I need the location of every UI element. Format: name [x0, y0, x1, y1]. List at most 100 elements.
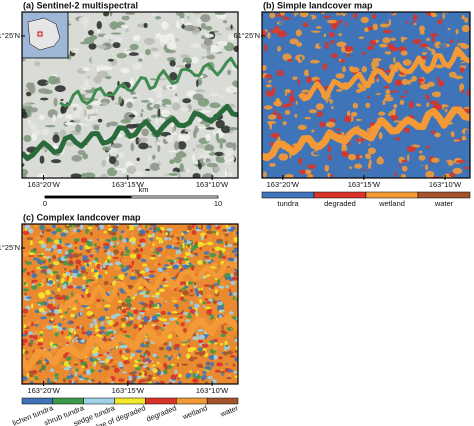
patch — [122, 330, 128, 333]
patch — [400, 37, 408, 40]
patch — [382, 29, 392, 34]
patch — [262, 64, 267, 71]
patch — [109, 148, 118, 158]
patch — [181, 309, 184, 313]
patch — [181, 18, 184, 23]
patch — [140, 258, 147, 262]
longitude-label: 163°15'W — [112, 386, 145, 395]
patch — [449, 39, 454, 44]
patch — [74, 248, 81, 252]
patch — [41, 230, 45, 234]
patch — [76, 224, 81, 228]
patch — [232, 142, 237, 151]
patch — [103, 12, 110, 17]
patch — [65, 343, 69, 346]
patch — [206, 163, 218, 168]
legend-label: water — [434, 199, 454, 208]
patch — [429, 33, 439, 37]
patch — [418, 154, 426, 161]
patch — [335, 89, 343, 92]
patch — [139, 53, 145, 59]
patch — [350, 60, 358, 64]
patch — [87, 281, 94, 287]
patch — [106, 122, 111, 128]
patch — [183, 258, 190, 261]
patch — [91, 100, 102, 106]
patch — [46, 303, 53, 309]
patch — [148, 274, 155, 278]
patch — [73, 238, 80, 242]
patch — [327, 172, 331, 178]
patch — [219, 282, 226, 286]
patch — [120, 267, 128, 273]
patch — [70, 327, 74, 334]
patch — [182, 264, 189, 269]
patch — [23, 251, 28, 257]
patch — [118, 96, 123, 104]
patch — [138, 371, 142, 376]
patch — [227, 69, 232, 76]
patch — [57, 342, 63, 345]
patch — [155, 381, 160, 384]
patch — [192, 172, 201, 178]
patch — [217, 279, 221, 285]
patch — [88, 43, 97, 50]
patch — [92, 318, 97, 322]
patch — [262, 30, 267, 37]
patch — [384, 94, 392, 98]
patch — [106, 250, 112, 256]
patch — [327, 122, 333, 126]
patch — [108, 262, 114, 266]
patch — [152, 251, 160, 254]
patch — [169, 86, 173, 90]
patch — [227, 226, 232, 230]
patch — [209, 287, 212, 291]
patch — [279, 12, 286, 16]
patch — [189, 294, 194, 297]
patch — [196, 332, 199, 337]
patch — [341, 46, 346, 53]
patch — [227, 369, 234, 373]
patch — [125, 249, 131, 254]
patch — [74, 371, 78, 377]
patch — [109, 21, 119, 30]
patch — [142, 364, 148, 368]
patch — [205, 370, 210, 374]
patch — [69, 266, 75, 269]
patch — [365, 102, 371, 109]
patch — [153, 225, 157, 231]
patch — [295, 62, 299, 67]
patch — [162, 284, 170, 287]
longitude-label: 163°10'W — [196, 386, 229, 395]
patch — [101, 159, 107, 167]
patch — [50, 317, 54, 321]
patch — [438, 44, 447, 48]
patch — [393, 56, 396, 64]
patch — [212, 345, 218, 351]
patch — [344, 115, 352, 123]
patch — [344, 14, 349, 19]
patch — [40, 97, 49, 101]
patch — [82, 276, 87, 280]
patch — [49, 310, 52, 313]
patch — [142, 263, 147, 267]
patch — [113, 367, 120, 373]
patch — [304, 116, 312, 120]
patch — [93, 125, 100, 131]
patch — [110, 358, 114, 362]
patch — [225, 363, 228, 366]
patch — [22, 342, 26, 347]
patch — [40, 243, 47, 249]
patch — [204, 365, 211, 370]
patch — [213, 338, 218, 343]
patch — [120, 277, 124, 281]
patch — [401, 165, 408, 172]
patch — [178, 259, 182, 265]
patch — [51, 159, 62, 164]
patch — [121, 15, 130, 21]
patch — [204, 25, 213, 31]
legend-swatch — [417, 191, 471, 199]
patch — [94, 360, 97, 365]
patch — [89, 322, 94, 329]
patch — [57, 322, 63, 327]
